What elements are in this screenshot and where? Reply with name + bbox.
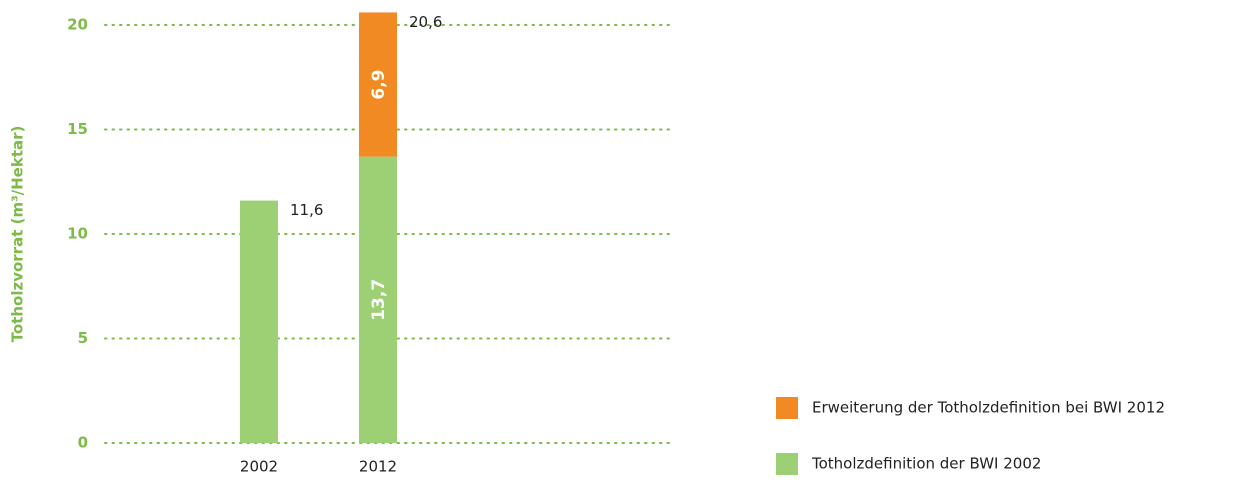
x-tick-label: 2002	[240, 458, 278, 476]
total-label: 20,6	[409, 13, 442, 31]
bar-segment	[359, 12, 397, 157]
bar-segment	[240, 200, 278, 443]
y-tick-label: 5	[78, 329, 88, 347]
legend-swatch	[776, 397, 798, 419]
y-tick-label: 20	[67, 16, 88, 34]
x-tick-label: 2012	[359, 458, 397, 476]
legend-swatch	[776, 453, 798, 475]
y-tick-label: 10	[67, 225, 88, 243]
value-label: 6,9	[369, 70, 389, 100]
y-axis-label: Totholzvorrat (m³/Hektar)	[9, 126, 27, 343]
value-label: 13,7	[369, 279, 389, 321]
y-tick-label: 0	[78, 434, 88, 452]
y-tick-label: 15	[67, 120, 88, 138]
legend-label: Totholzdefinition der BWI 2002	[811, 455, 1041, 473]
legend-label: Erweiterung der Totholzdefinition bei BW…	[812, 399, 1165, 417]
bar-segment	[359, 156, 397, 444]
total-label: 11,6	[290, 201, 323, 219]
